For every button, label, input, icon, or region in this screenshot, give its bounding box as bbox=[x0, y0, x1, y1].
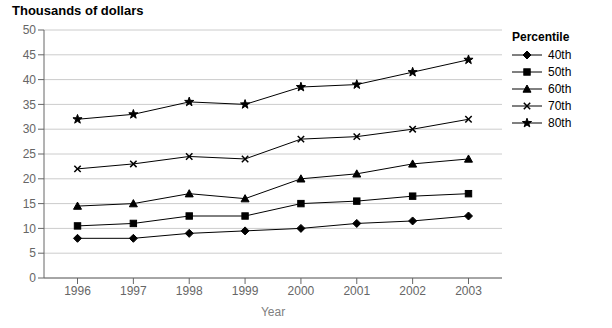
html-text:40th: 40th bbox=[548, 48, 572, 62]
svg-text:1999: 1999 bbox=[232, 284, 259, 298]
svg-text:5: 5 bbox=[29, 246, 36, 260]
svg-text:30: 30 bbox=[23, 122, 37, 136]
svg-text:40: 40 bbox=[23, 73, 37, 87]
svg-text:25: 25 bbox=[23, 147, 37, 161]
svg-text:45: 45 bbox=[23, 48, 37, 62]
svg-text:2000: 2000 bbox=[288, 284, 315, 298]
svg-text:35: 35 bbox=[23, 98, 37, 112]
svg-text:2001: 2001 bbox=[343, 284, 370, 298]
html-text:50th: 50th bbox=[548, 65, 572, 79]
html-text:Percentile: Percentile bbox=[512, 30, 570, 44]
svg-text:2003: 2003 bbox=[455, 284, 482, 298]
svg-text:15: 15 bbox=[23, 197, 37, 211]
html-text:Thousands of dollars: Thousands of dollars bbox=[12, 3, 144, 18]
html-text:80th: 80th bbox=[548, 116, 572, 130]
svg-text:10: 10 bbox=[23, 222, 37, 236]
svg-text:2002: 2002 bbox=[399, 284, 426, 298]
html-text:60th: 60th bbox=[548, 82, 572, 96]
svg-text:1996: 1996 bbox=[64, 284, 91, 298]
svg-text:1997: 1997 bbox=[120, 284, 147, 298]
svg-text:50: 50 bbox=[23, 23, 37, 37]
svg-text:Year: Year bbox=[261, 305, 285, 319]
svg-text:20: 20 bbox=[23, 172, 37, 186]
svg-text:1998: 1998 bbox=[176, 284, 203, 298]
svg-text:0: 0 bbox=[29, 271, 36, 285]
html-text:70th: 70th bbox=[548, 99, 572, 113]
